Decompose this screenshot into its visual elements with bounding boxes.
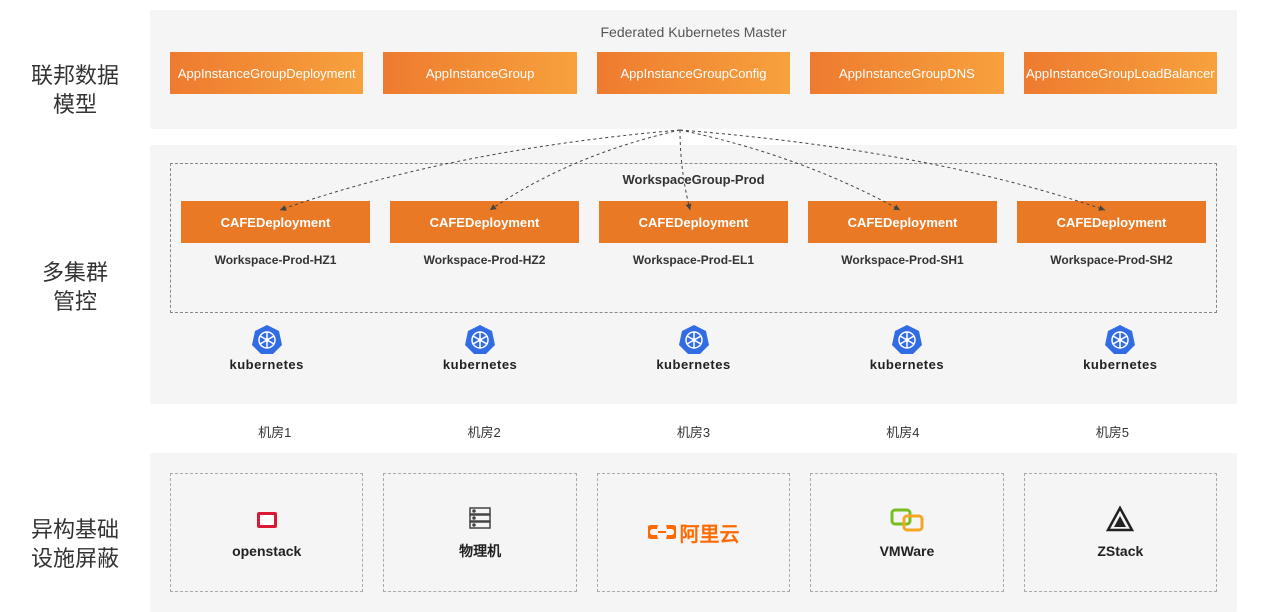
infra-label-openstack: openstack bbox=[232, 543, 301, 559]
cafe-deployment-2: CAFEDeployment bbox=[390, 201, 579, 243]
infra-vmware: VMWare bbox=[810, 473, 1003, 592]
cafe-deployment-4: CAFEDeployment bbox=[808, 201, 997, 243]
room-4: 机房4 bbox=[808, 422, 997, 441]
kubernetes-icon bbox=[678, 323, 710, 355]
openstack-icon bbox=[252, 505, 282, 535]
main-diagram: Federated Kubernetes Master AppInstanceG… bbox=[150, 0, 1267, 612]
cafe-deployment-1: CAFEDeployment bbox=[181, 201, 370, 243]
label-infra: 异构基础 设施屏蔽 bbox=[31, 516, 119, 573]
room-1: 机房1 bbox=[180, 422, 369, 441]
left-label-column: 联邦数据 模型 多集群 管控 异构基础 设施屏蔽 bbox=[0, 0, 150, 612]
cluster-col-3: CAFEDeployment Workspace-Prod-EL1 bbox=[599, 201, 788, 267]
infra-label-zstack: ZStack bbox=[1097, 543, 1143, 559]
k8s-label-3: kubernetes bbox=[656, 357, 730, 372]
vmware-icon bbox=[889, 505, 925, 535]
multicluster-section: WorkspaceGroup-Prod CAFEDeployment Works… bbox=[150, 145, 1237, 403]
infra-label-vmware: VMWare bbox=[880, 543, 935, 559]
fed-box-dns: AppInstanceGroupDNS bbox=[810, 52, 1003, 94]
workspace-label-4: Workspace-Prod-SH1 bbox=[841, 253, 963, 267]
infra-row: openstack 物理机 阿里云 VMWare bbox=[170, 473, 1217, 592]
k8s-label-5: kubernetes bbox=[1083, 357, 1157, 372]
room-3: 机房3 bbox=[599, 422, 788, 441]
federation-master-section: Federated Kubernetes Master AppInstanceG… bbox=[150, 10, 1237, 129]
workspace-label-2: Workspace-Prod-HZ2 bbox=[424, 253, 546, 267]
infra-zstack: ZStack bbox=[1024, 473, 1217, 592]
label-federation: 联邦数据 模型 bbox=[31, 62, 119, 119]
infra-aliyun: 阿里云 bbox=[597, 473, 790, 592]
fed-box-deployment: AppInstanceGroupDeployment bbox=[170, 52, 363, 94]
deployment-row: CAFEDeployment Workspace-Prod-HZ1 CAFEDe… bbox=[181, 201, 1206, 267]
workspace-group-title: WorkspaceGroup-Prod bbox=[181, 172, 1206, 187]
cluster-col-5: CAFEDeployment Workspace-Prod-SH2 bbox=[1017, 201, 1206, 267]
fed-box-config: AppInstanceGroupConfig bbox=[597, 52, 790, 94]
workspace-label-5: Workspace-Prod-SH2 bbox=[1050, 253, 1172, 267]
kubernetes-icon bbox=[251, 323, 283, 355]
fed-box-group: AppInstanceGroup bbox=[383, 52, 576, 94]
workspace-label-3: Workspace-Prod-EL1 bbox=[633, 253, 754, 267]
room-row: 机房1 机房2 机房3 机房4 机房5 bbox=[150, 422, 1237, 441]
fed-box-lb: AppInstanceGroupLoadBalancer bbox=[1024, 52, 1217, 94]
cluster-col-1: CAFEDeployment Workspace-Prod-HZ1 bbox=[181, 201, 370, 267]
cafe-deployment-5: CAFEDeployment bbox=[1017, 201, 1206, 243]
workspace-label-1: Workspace-Prod-HZ1 bbox=[215, 253, 337, 267]
k8s-label-1: kubernetes bbox=[230, 357, 304, 372]
kubernetes-icon bbox=[1104, 323, 1136, 355]
aliyun-icon: 阿里云 bbox=[648, 518, 740, 547]
server-icon bbox=[465, 503, 495, 533]
k8s-row: kubernetes kubernetes kubernetes kuberne… bbox=[170, 323, 1217, 372]
federation-box-row: AppInstanceGroupDeployment AppInstanceGr… bbox=[170, 52, 1217, 94]
room-2: 机房2 bbox=[389, 422, 578, 441]
kubernetes-icon bbox=[891, 323, 923, 355]
federation-title: Federated Kubernetes Master bbox=[170, 24, 1217, 40]
zstack-icon bbox=[1105, 505, 1135, 535]
k8s-label-4: kubernetes bbox=[870, 357, 944, 372]
room-5: 机房5 bbox=[1018, 422, 1207, 441]
label-multicluster: 多集群 管控 bbox=[42, 259, 108, 316]
infra-openstack: openstack bbox=[170, 473, 363, 592]
k8s-label-2: kubernetes bbox=[443, 357, 517, 372]
infra-physical: 物理机 bbox=[383, 473, 576, 592]
cluster-col-4: CAFEDeployment Workspace-Prod-SH1 bbox=[808, 201, 997, 267]
kubernetes-icon bbox=[464, 323, 496, 355]
workspace-group-box: WorkspaceGroup-Prod CAFEDeployment Works… bbox=[170, 163, 1217, 313]
infra-label-physical: 物理机 bbox=[459, 541, 501, 561]
cluster-col-2: CAFEDeployment Workspace-Prod-HZ2 bbox=[390, 201, 579, 267]
infrastructure-section: openstack 物理机 阿里云 VMWare bbox=[150, 453, 1237, 612]
cafe-deployment-3: CAFEDeployment bbox=[599, 201, 788, 243]
